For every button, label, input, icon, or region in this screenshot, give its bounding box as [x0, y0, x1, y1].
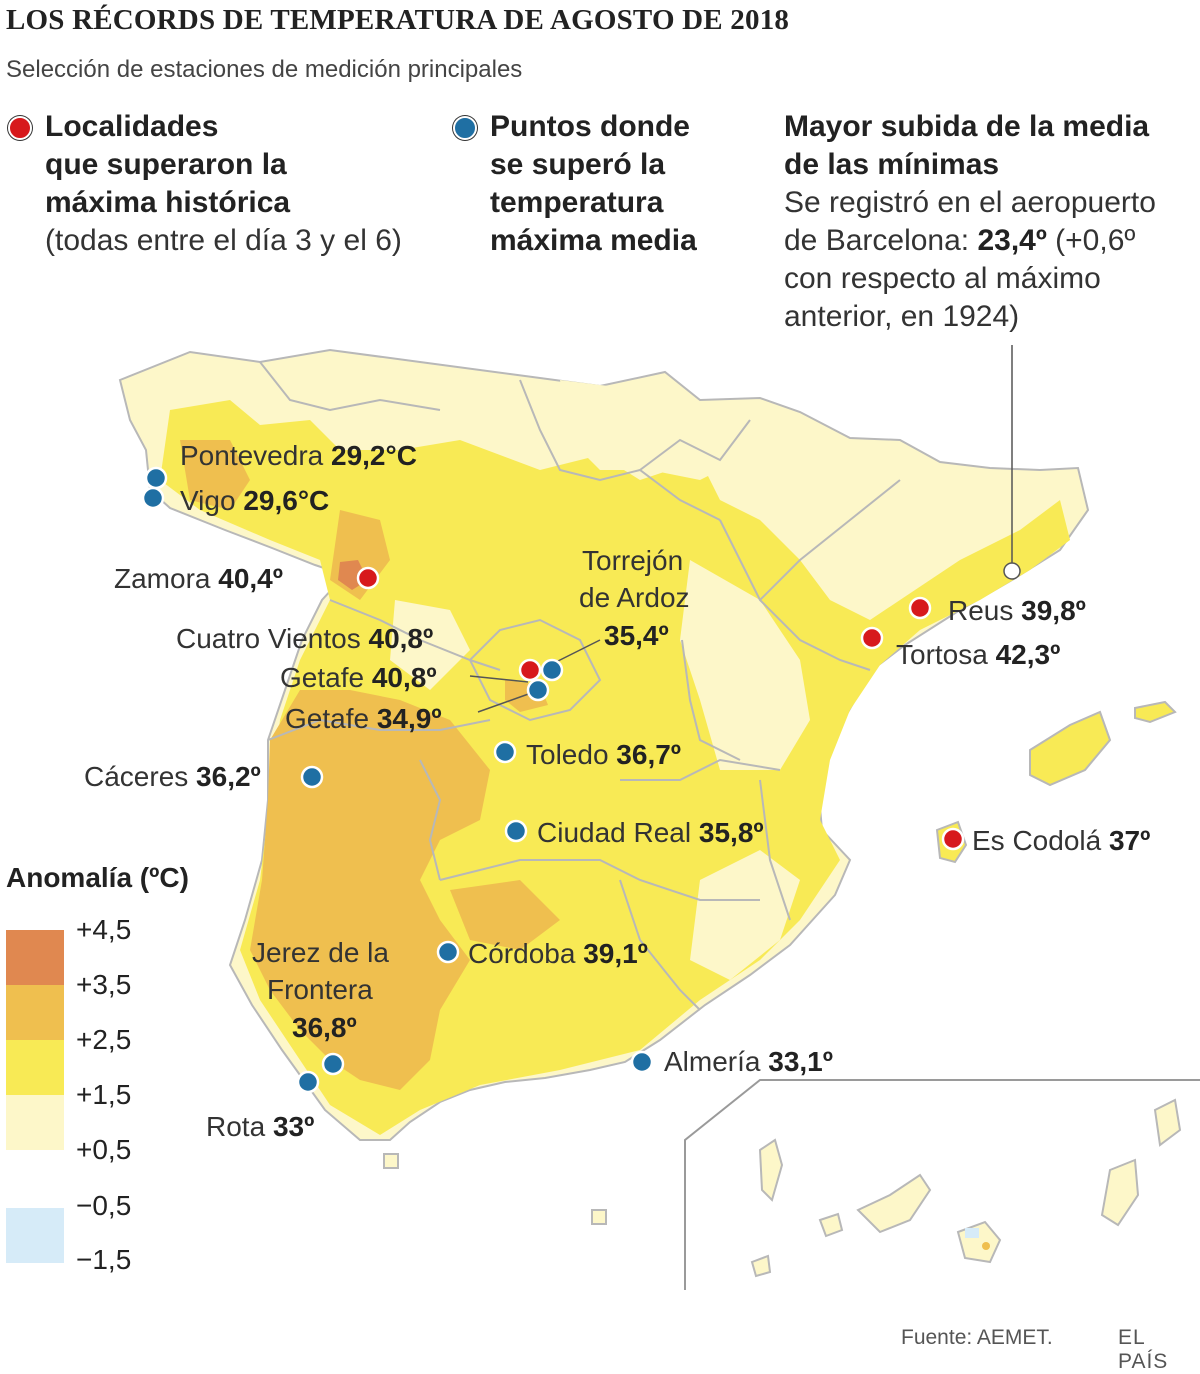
scale-label: +0,5 [76, 1134, 132, 1165]
key-rise-text4: anterior, en 1924) [784, 300, 1020, 333]
label-zamora: Zamora 40,4º [114, 563, 283, 594]
scale-swatch-0-5-1-5 [6, 1095, 64, 1150]
anomaly-zone-pale-southeast [690, 850, 800, 980]
label-almeria: Almería 33,1º [664, 1046, 833, 1077]
marker-zamora [356, 566, 380, 590]
scale-label: +4,5 [76, 914, 132, 945]
scale-swatch-neg [6, 1208, 64, 1263]
red-marker-key-icon [8, 116, 32, 140]
label-jerez-2: Frontera [267, 974, 373, 1005]
anomaly-zone-orange-andalucia [450, 880, 560, 950]
ceuta-marker [383, 1153, 399, 1169]
balearic-mallorca [1029, 710, 1112, 787]
key-red-line2: que superaron la [45, 148, 287, 181]
marker-cuatro-vientos [518, 658, 542, 682]
key-rise-text3: con respecto al máximo [784, 262, 1101, 295]
canary-inset-frame [684, 1079, 1200, 1290]
marker-es-codola [941, 827, 965, 851]
scale-swatch-3-5-4-5 [6, 930, 64, 985]
label-cordoba: Córdoba 39,1º [468, 938, 648, 969]
scale-label: +2,5 [76, 1024, 132, 1055]
anomaly-zone-orange-west [250, 690, 490, 1090]
marker-getafe [526, 678, 550, 702]
scale-swatch-1-5-2-5 [6, 1040, 64, 1095]
label-jerez-1: Jerez de la [252, 937, 389, 968]
scale-label: −0,5 [76, 1190, 132, 1221]
publisher-brand: EL PAÍS [1118, 1326, 1169, 1373]
label-getafe-blue: Getafe 34,9º [285, 703, 442, 734]
marker-tortosa [860, 626, 884, 650]
label-rota: Rota 33º [206, 1111, 314, 1142]
marker-jerez [321, 1052, 345, 1076]
key-rise-text1: Se registró en el aeropuerto [784, 186, 1156, 219]
label-pontevedra: Pontevedra 29,2°C [180, 440, 417, 471]
marker-almeria [630, 1050, 654, 1074]
label-jerez-value: 36,8º [292, 1012, 357, 1043]
canary-orange-patch [982, 1242, 990, 1250]
marker-pontevedra [144, 466, 168, 490]
label-ciudad-real: Ciudad Real 35,8º [537, 817, 764, 848]
station-markers [141, 466, 965, 1094]
label-cuatro-vientos: Cuatro Vientos 40,8º [176, 623, 433, 654]
key-rise: Mayor subida de la media de las mínimas … [784, 108, 1156, 336]
canary-blue-patch [965, 1228, 979, 1238]
key-rise-line2: de las mínimas [784, 148, 1000, 181]
key-rise-text2c: (+0,6º [1046, 224, 1136, 257]
key-rise-text2a: de Barcelona: [784, 224, 978, 257]
key-blue-line2: se superó la [490, 148, 666, 181]
anomaly-zone-orange-galicia [180, 440, 250, 510]
blue-marker-key-icon [453, 116, 477, 140]
melilla-marker [591, 1209, 607, 1225]
key-rise-value: 23,4º [977, 224, 1047, 257]
region-borders [259, 361, 901, 1011]
key-rise-line1: Mayor subida de la media [784, 110, 1150, 143]
marker-vigo [141, 486, 165, 510]
source-note: Fuente: AEMET. [901, 1326, 1053, 1349]
key-blue: Puntos donde se superó la temperatura má… [490, 108, 697, 260]
marker-cordoba [436, 940, 460, 964]
scale-label: +3,5 [76, 969, 132, 1000]
marker-reus [908, 596, 932, 620]
label-es-codola: Es Codolá 37º [972, 825, 1150, 856]
label-toledo: Toledo 36,7º [526, 739, 681, 770]
scale-label: −1,5 [76, 1244, 132, 1275]
marker-caceres [300, 765, 324, 789]
label-torrejon-2: de Ardoz [579, 582, 690, 613]
marker-torrejon [540, 658, 564, 682]
key-red-line1: Localidades [45, 110, 219, 143]
key-blue-line4: máxima media [490, 224, 697, 257]
label-tortosa: Tortosa 42,3º [896, 639, 1060, 670]
marker-ciudad-real [504, 819, 528, 843]
page-title: LOS RÉCORDS DE TEMPERATURA DE AGOSTO DE … [6, 4, 790, 36]
marker-rota [296, 1070, 320, 1094]
anomaly-zone-pale-north [560, 380, 740, 480]
page-subtitle: Selección de estaciones de medición prin… [6, 56, 523, 83]
key-rise-text2: de Barcelona: 23,4º (+0,6º [784, 222, 1156, 260]
key-red-note: (todas entre el día 3 y el 6) [45, 224, 402, 257]
balearic-menorca [1134, 700, 1177, 724]
label-torrejon-1: Torrejón [582, 545, 683, 576]
anomaly-zone-pale-east [680, 560, 810, 770]
key-red-line3: máxima histórica [45, 186, 291, 219]
label-caceres: Cáceres 36,2º [84, 761, 261, 792]
marker-toledo [493, 740, 517, 764]
label-torrejon-value: 35,4º [604, 620, 669, 651]
key-red: Localidades que superaron la máxima hist… [45, 108, 402, 260]
barcelona-airport-marker [1003, 562, 1021, 580]
scale-swatch-2-5-3-5 [6, 985, 64, 1040]
canary-islands [750, 1098, 1182, 1278]
label-getafe-red: Getafe 40,8º [280, 662, 437, 693]
label-reus: Reus 39,8º [948, 595, 1086, 626]
label-vigo: Vigo 29,6°C [180, 485, 329, 516]
scale-label: +1,5 [76, 1079, 132, 1110]
key-blue-line3: temperatura [490, 186, 664, 219]
key-blue-line1: Puntos donde [490, 110, 690, 143]
scale-title: Anomalía (ºC) [6, 862, 189, 893]
